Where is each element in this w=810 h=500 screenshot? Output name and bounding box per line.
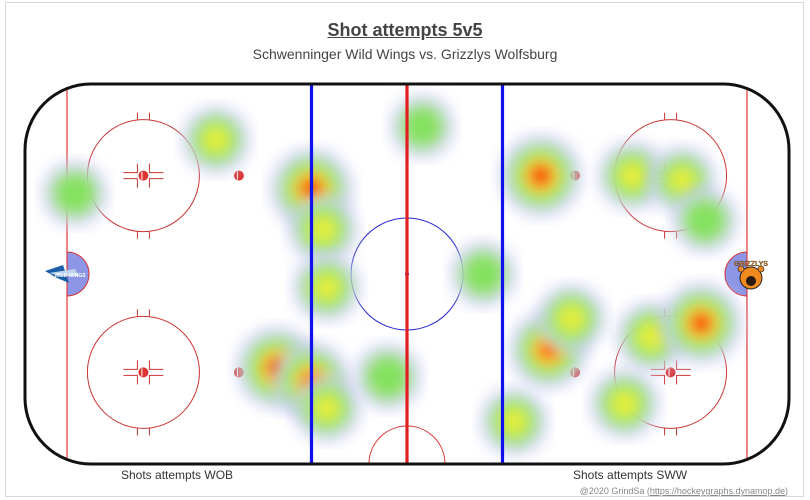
faceoff-dot — [138, 367, 149, 378]
heat-layer — [686, 202, 724, 239]
team-logos: WILD WINGS GRIZZLYS — [45, 261, 768, 290]
faceoff-circle — [86, 315, 200, 429]
heatmap-layer — [41, 93, 743, 457]
rink-lines — [23, 82, 791, 466]
grizzlys-logo-text: GRIZZLYS — [734, 261, 768, 268]
heat-spot-sww — [671, 187, 739, 254]
heat-spot-wob — [354, 343, 422, 411]
heat-layer — [636, 321, 667, 352]
heat-spot-wob — [292, 252, 362, 322]
faceoff-l-mark — [148, 360, 164, 370]
wild-wings-logo-text: WILD WINGS — [54, 273, 86, 279]
faceoff-dot — [138, 170, 149, 181]
heat-spot-wob — [287, 194, 359, 265]
heat-layer — [533, 168, 548, 183]
faceoff-l-mark — [676, 360, 691, 370]
credit-prefix: @2020 GrindSa ( — [579, 486, 650, 496]
heat-spot-sww — [498, 133, 583, 218]
heat-layer — [617, 161, 647, 191]
faceoff-l-mark — [148, 163, 164, 174]
faceoff-l-mark — [676, 374, 691, 385]
heat-spot-sww — [479, 387, 549, 457]
crease-right — [724, 251, 748, 297]
credit-suffix: ) — [785, 486, 788, 496]
faceoff-l-mark — [123, 374, 138, 385]
heat-layer — [694, 316, 708, 330]
heat-layer — [668, 166, 696, 194]
credit-link[interactable]: https://hockeygraphs.dynamop.de — [649, 486, 785, 496]
faceoff-l-mark — [123, 163, 138, 174]
heat-layer — [369, 358, 407, 396]
heat-spot-wob — [389, 93, 455, 159]
right-caption: Shots attempts SWW — [573, 468, 688, 482]
left-caption: Shots attempts WOB — [121, 468, 234, 482]
heat-layer — [556, 304, 586, 334]
credit-text: @2020 GrindSa (https://hockeygraphs.dyna… — [580, 486, 788, 496]
wild-wings-shape — [49, 269, 80, 276]
heat-spot-wob — [41, 160, 108, 227]
faceoff-l-mark — [123, 360, 138, 370]
faceoff-l-mark — [123, 178, 138, 188]
heat-layer — [312, 394, 341, 422]
heat-layer — [202, 126, 230, 154]
wild-wings-logo: WILD WINGS — [45, 265, 86, 283]
heat-layer — [56, 175, 93, 212]
faceoff-l-mark — [148, 374, 164, 385]
neutral-dot — [233, 170, 244, 181]
faceoff-l-mark — [650, 374, 666, 385]
heat-spot-sww — [536, 283, 607, 354]
chart-title: Shot attempts 5v5 — [327, 20, 483, 40]
heat-spot-wob — [292, 373, 362, 443]
chart-subtitle: Schwenninger Wild Wings vs. Grizzlys Wol… — [252, 46, 558, 62]
heat-layer — [404, 108, 440, 145]
rink-boards — [23, 82, 791, 466]
grizzlys-bear-ear — [757, 265, 765, 273]
chart-frame — [5, 2, 804, 497]
heat-spot-sww — [450, 240, 517, 308]
heat-spot-sww — [589, 368, 660, 439]
grizzlys-logo: GRIZZLYS — [734, 261, 768, 290]
heat-layer — [610, 389, 640, 419]
heat-layer — [465, 255, 502, 293]
crease-left — [66, 251, 90, 297]
heat-spot-sww — [660, 282, 743, 365]
heat-layer — [308, 214, 338, 244]
faceoff-l-mark — [148, 178, 164, 188]
grizzlys-bear-snout — [745, 276, 756, 286]
faceoff-dot — [665, 367, 676, 378]
heat-spot-sww — [597, 140, 668, 211]
heat-spot-sww — [647, 145, 717, 215]
grizzlys-bear-ear — [737, 265, 745, 273]
heat-layer — [500, 407, 528, 436]
heat-layer — [312, 273, 341, 302]
heat-spot-wob — [181, 105, 251, 175]
